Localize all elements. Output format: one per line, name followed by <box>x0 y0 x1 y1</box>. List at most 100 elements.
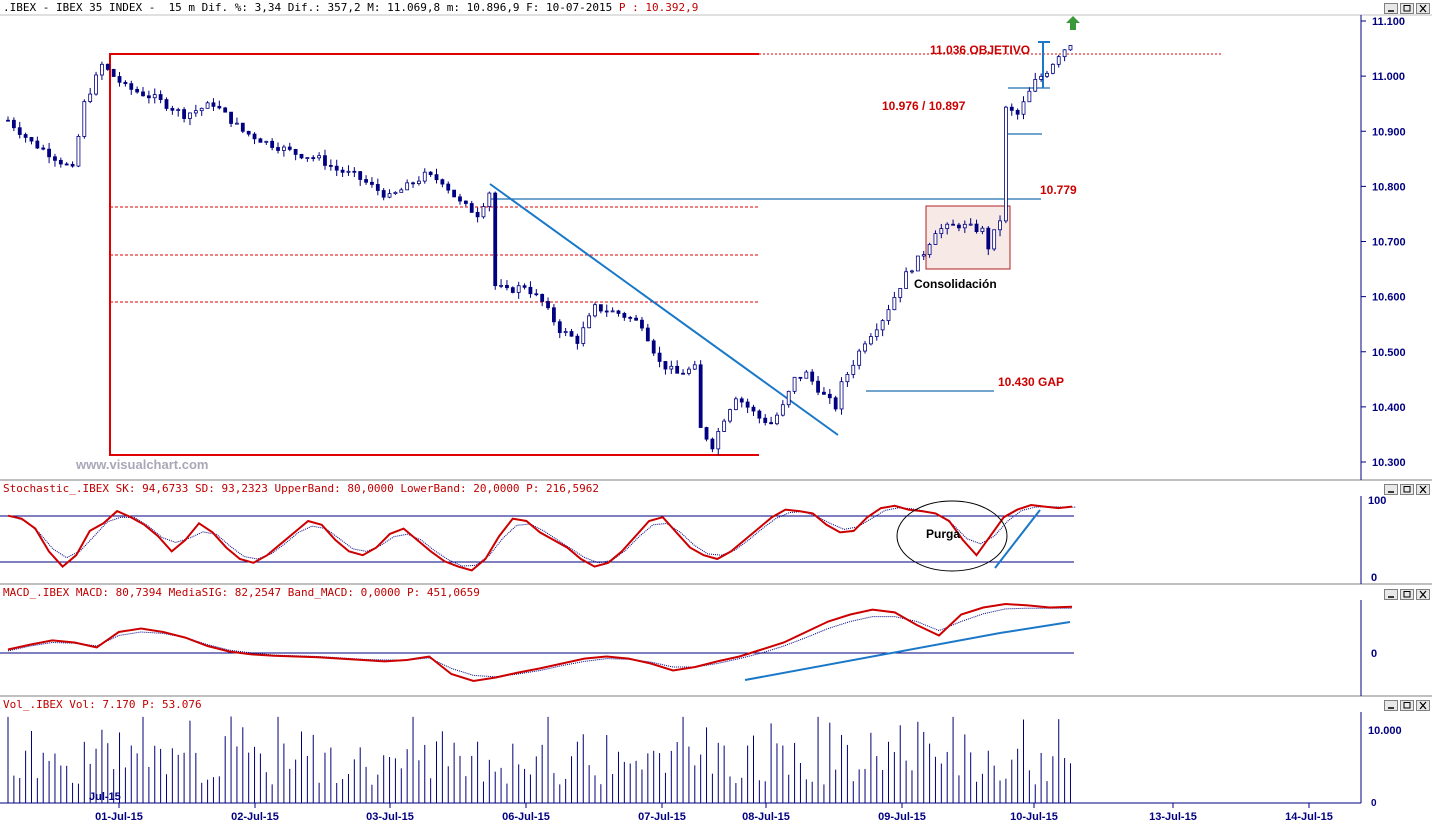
close-button[interactable] <box>1416 3 1430 14</box>
candle-body <box>992 229 997 250</box>
close-button[interactable] <box>1416 700 1430 711</box>
candle-body <box>311 157 316 159</box>
price-axis-label: 10.600 <box>1372 292 1406 304</box>
consolidation-box <box>925 205 1011 270</box>
price-axis-label: 10.400 <box>1372 402 1406 414</box>
candle-body <box>933 233 938 245</box>
candle-body <box>258 138 263 143</box>
close-button[interactable] <box>1416 589 1430 600</box>
minimize-button[interactable] <box>1384 484 1398 495</box>
candle-body <box>458 196 462 202</box>
candle-body <box>182 109 187 119</box>
maximize-button[interactable] <box>1400 700 1414 711</box>
candle-body <box>499 284 503 287</box>
level-10779-label: 10.779 <box>1040 183 1077 197</box>
candle-body <box>692 364 697 370</box>
close-button[interactable] <box>1416 484 1430 495</box>
candle-body <box>223 107 228 113</box>
candle-body <box>188 112 192 119</box>
candle-body <box>604 310 609 313</box>
candle-body <box>598 304 603 312</box>
candle-body <box>411 182 415 185</box>
candle-body <box>287 146 292 150</box>
price-axis-label: 10.900 <box>1372 126 1406 138</box>
stoch-main-line <box>7 503 1073 572</box>
candle-body <box>381 190 386 198</box>
candle-body <box>88 93 93 102</box>
candle-body <box>687 368 691 374</box>
minimize-button[interactable] <box>1384 3 1398 14</box>
maximize-button[interactable] <box>1400 3 1414 14</box>
volume-header: Vol_.IBEX Vol: 7.170 P: 53.076 <box>3 698 202 711</box>
candle-body <box>469 203 474 213</box>
candle-body <box>827 393 832 399</box>
candle-body <box>510 287 515 293</box>
candle-body <box>757 410 762 419</box>
stoch-axis-label: 0 <box>1371 572 1377 584</box>
candle-body <box>170 108 175 111</box>
candle-body <box>317 155 322 159</box>
candle-body <box>1050 63 1055 74</box>
candle-body <box>733 398 738 411</box>
candle-body <box>722 420 727 432</box>
candle-body <box>974 223 979 233</box>
minimize-button[interactable] <box>1384 589 1398 600</box>
purga-label: Purga <box>926 527 960 541</box>
candle-body <box>857 350 862 366</box>
date-axis-label: 14-Jul-15 <box>1285 811 1333 823</box>
candle-body <box>41 147 46 150</box>
date-axis-label: 07-Jul-15 <box>638 811 686 823</box>
main-header-text: .IBEX - IBEX 35 INDEX - 15 m Dif. %: 3,3… <box>3 1 619 14</box>
candle-body <box>833 397 838 410</box>
date-axis-label: 02-Jul-15 <box>231 811 279 823</box>
candle-body <box>886 309 891 322</box>
macd-trend-line-2 <box>999 621 1071 634</box>
candle-body <box>910 270 914 273</box>
candle-body <box>463 200 468 204</box>
candle-body <box>634 317 638 321</box>
candle-body <box>921 254 926 257</box>
main-pane-window-buttons <box>1384 3 1432 14</box>
candle-body <box>293 149 298 155</box>
candle-body <box>1056 56 1061 65</box>
candle-body <box>276 147 280 151</box>
candle-body <box>763 417 768 423</box>
maximize-button[interactable] <box>1400 589 1414 600</box>
candle-body <box>505 284 509 289</box>
price-axis-label: 10.300 <box>1372 457 1406 469</box>
candle-body <box>1039 75 1044 80</box>
candle-body <box>252 133 257 140</box>
candle-body <box>199 107 204 112</box>
candle-body <box>892 297 897 311</box>
price-axis-label: 11.100 <box>1372 16 1405 28</box>
watermark: www.visualchart.com <box>75 457 208 472</box>
candle-body <box>1068 45 1073 51</box>
candle-body <box>645 327 650 342</box>
candle-body <box>47 148 51 158</box>
maximize-button[interactable] <box>1400 484 1414 495</box>
candle-body <box>874 329 879 337</box>
candle-body <box>422 171 427 182</box>
candle-body <box>117 76 122 83</box>
candle-body <box>534 293 539 296</box>
candle-body <box>593 304 597 317</box>
date-axis-label: 01-Jul-15 <box>95 811 143 823</box>
candle-body <box>23 134 28 138</box>
candle-body <box>728 409 732 422</box>
minimize-button[interactable] <box>1384 700 1398 711</box>
candle-body <box>986 227 991 250</box>
candle-body <box>393 191 398 195</box>
up-arrow-icon <box>1066 16 1080 30</box>
volume-pane-window-buttons <box>1384 700 1432 711</box>
candle-body <box>328 165 333 167</box>
candle-body <box>229 111 233 124</box>
candle-body <box>675 365 680 374</box>
candle-body <box>475 211 480 218</box>
candle-body <box>35 140 40 149</box>
candle-body <box>575 335 580 344</box>
candle-body <box>452 189 457 198</box>
candle-body <box>792 376 797 392</box>
price-axis-label: 10.800 <box>1372 181 1406 193</box>
candle-body <box>798 376 803 379</box>
